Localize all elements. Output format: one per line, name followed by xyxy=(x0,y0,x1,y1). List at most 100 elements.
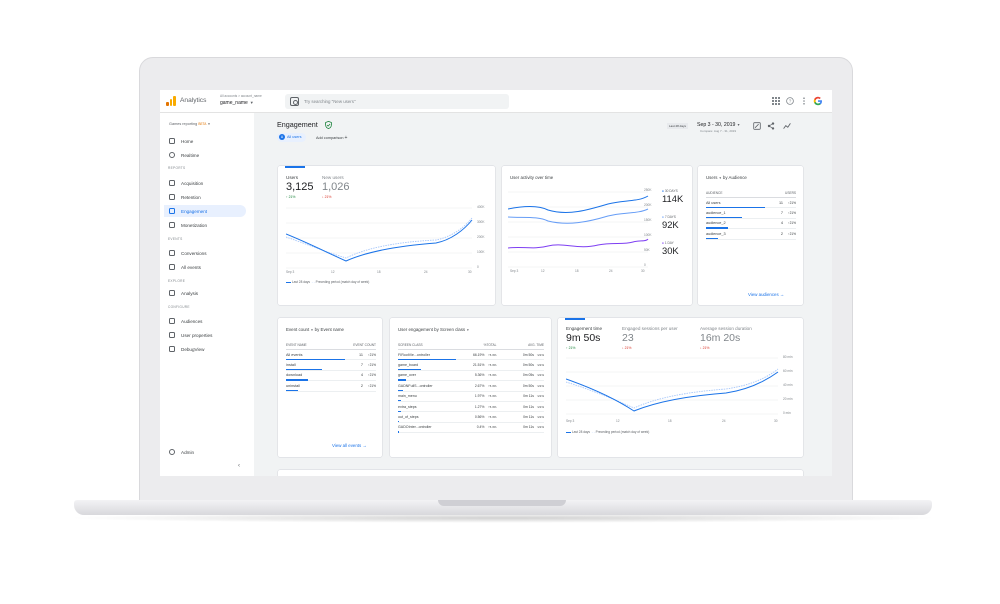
row-time: 0m 11s xyxy=(496,401,534,413)
sidebar-item-label: Conversions xyxy=(181,250,207,256)
metric-label-new-users[interactable]: New users xyxy=(322,175,344,180)
y-tick: 50K xyxy=(644,248,650,252)
view-all-events-link[interactable]: View all events → xyxy=(332,443,367,448)
table-row[interactable]: FIRootVie...ontroller 66.19% ↑5.3% 0m 50s ↑2… xyxy=(398,349,544,361)
date-range-selector[interactable]: Sep 3 - 30, 2019 ▼ xyxy=(697,122,740,128)
metric-value-new-users: 1,026 xyxy=(322,181,350,193)
table-row[interactable]: audience_3 2 ↑21% xyxy=(706,228,796,240)
sidebar-item-conversions[interactable]: Conversions xyxy=(164,247,246,259)
add-comparison-button[interactable]: Add comparison + xyxy=(316,135,347,141)
engagement-icon xyxy=(169,208,175,214)
row-time: 0m 05s xyxy=(496,370,534,382)
row-pct-change: 5.3% xyxy=(489,373,497,378)
column-header: USERS xyxy=(771,191,796,198)
sidebar-item-audiences[interactable]: Audiences xyxy=(164,315,246,327)
sidebar-item-analysis[interactable]: Analysis xyxy=(164,287,246,299)
gear-icon xyxy=(169,449,175,455)
search-input[interactable]: Try searching "New users" xyxy=(304,99,356,104)
analytics-logo-icon[interactable] xyxy=(166,96,176,106)
segment-badge: A xyxy=(279,134,285,140)
row-name: game_over xyxy=(398,373,416,378)
legend-7-days: ● 7 DAYS 92K xyxy=(662,215,679,230)
table-row[interactable]: game_board 21.51% ↑5.3% 0m 50s ↑21% xyxy=(398,359,544,371)
sidebar-item-admin[interactable]: Admin xyxy=(164,446,246,458)
y-tick: 100K xyxy=(477,250,485,254)
metric-label-engaged-sessions[interactable]: Engaged sessions per user xyxy=(622,326,678,331)
metric-label-users[interactable]: Users xyxy=(286,175,298,180)
card-title[interactable]: Users ▼ by Audience xyxy=(706,175,747,180)
y-tick: 40 min xyxy=(783,383,793,387)
column-header: EVENT COUNT xyxy=(351,343,376,350)
table-row[interactable]: out_of_steps 0.56% ↑5.3% 0m 11s ↑21% xyxy=(398,411,544,423)
sidebar-item-home[interactable]: Home xyxy=(164,135,246,147)
table-row[interactable]: main_menu 1.97% ↑5.3% 0m 11s ↑21% xyxy=(398,391,544,402)
link-label: View audiences xyxy=(748,292,779,297)
collapse-sidebar-icon[interactable]: ‹ xyxy=(238,463,240,469)
row-name: audience_1 xyxy=(706,211,726,216)
x-tick: 12 xyxy=(541,269,545,273)
property-selector[interactable]: Games reporting BETA ▼ xyxy=(169,122,210,126)
insights-icon[interactable] xyxy=(783,122,791,130)
sidebar-item-label: Retention xyxy=(181,194,201,200)
card-title[interactable]: Event count ▼ by Event name xyxy=(286,327,344,332)
x-tick: 30 xyxy=(468,270,472,274)
apps-grid-icon[interactable] xyxy=(772,97,780,105)
all-users-chip[interactable]: A All users xyxy=(277,133,306,142)
sidebar-item-acquisition[interactable]: Acquisition xyxy=(164,177,246,189)
table-row[interactable]: GADNFullS...ontroller 2.67% ↑5.3% 0m 50s ↑21… xyxy=(398,380,544,392)
section-header-reports: REPORTS xyxy=(168,166,186,170)
table-row[interactable]: download 4 ↑21% xyxy=(286,370,376,382)
sidebar: Games reporting BETA ▼ Home Realtime REP… xyxy=(160,113,254,476)
row-value: 7 xyxy=(771,207,783,219)
verified-shield-icon xyxy=(325,121,332,129)
column-header: AUDIENCE xyxy=(706,191,771,198)
previous-period-line xyxy=(566,368,779,409)
sidebar-item-realtime[interactable]: Realtime xyxy=(164,149,246,161)
account-name: game_name xyxy=(220,100,248,106)
row-name: main_menu xyxy=(398,394,417,399)
series-value: 30K xyxy=(662,245,679,256)
search-icon xyxy=(290,97,299,106)
table-row[interactable]: game_over 5.36% ↑5.3% 0m 05s ↑21% xyxy=(398,370,544,382)
search-bar[interactable]: Try searching "New users" xyxy=(285,94,509,109)
table-row[interactable]: extra_steps 1.27% ↑5.3% 0m 11s ↑21% xyxy=(398,401,544,413)
sidebar-item-monetization[interactable]: Monetization xyxy=(164,219,246,231)
google-account-icon[interactable] xyxy=(813,96,823,106)
help-icon[interactable]: ? xyxy=(786,97,794,105)
share-icon[interactable] xyxy=(767,122,775,130)
sidebar-item-all-events[interactable]: All events xyxy=(164,261,246,273)
retention-icon xyxy=(169,194,175,200)
y-tick: 400K xyxy=(477,205,485,209)
table-row[interactable]: audience_2 4 ↑21% xyxy=(706,218,796,230)
row-name: download xyxy=(286,373,303,378)
series-7-days xyxy=(508,208,649,224)
view-audiences-link[interactable]: View audiences → xyxy=(748,292,784,297)
row-time-change: 21% xyxy=(537,383,544,388)
table-row[interactable]: GADOInter...ontroller 0.4% ↑5.3% 0m 11s ↑21% xyxy=(398,422,544,434)
more-vert-icon[interactable] xyxy=(800,97,808,105)
table-row[interactable]: All users 11 ↑21% xyxy=(706,197,796,209)
current-period-line xyxy=(286,219,473,262)
x-tick: 24 xyxy=(609,269,613,273)
table-row[interactable]: audience_1 7 ↑21% xyxy=(706,207,796,219)
selected-metric-indicator xyxy=(285,166,305,168)
metric-label-avg-session[interactable]: Average session duration xyxy=(700,326,752,331)
row-change: 21% xyxy=(789,211,796,216)
sidebar-item-engagement[interactable]: Engagement xyxy=(164,205,246,217)
card-title[interactable]: User engagement by Screen class ▼ xyxy=(398,327,469,332)
metric-label-engagement-time[interactable]: Engagement time xyxy=(566,326,603,331)
row-pct-change: 5.3% xyxy=(489,415,497,420)
table-row[interactable]: All events 11 ↑21% xyxy=(286,349,376,361)
sidebar-item-debugview[interactable]: DebugView xyxy=(164,343,246,355)
plus-icon: + xyxy=(344,135,348,141)
y-tick: 100K xyxy=(644,233,652,237)
sidebar-item-retention[interactable]: Retention xyxy=(164,191,246,203)
customize-report-icon[interactable] xyxy=(753,122,761,130)
table-row[interactable]: install 7 ↑21% xyxy=(286,359,376,371)
table-row[interactable]: uninstall 2 ↑21% xyxy=(286,380,376,392)
row-bar xyxy=(398,421,400,423)
acquisition-icon xyxy=(169,180,175,186)
account-selector[interactable]: game_name ▼ xyxy=(220,100,254,106)
y-tick: 20 min xyxy=(783,397,793,401)
sidebar-item-user-properties[interactable]: User properties xyxy=(164,329,246,341)
